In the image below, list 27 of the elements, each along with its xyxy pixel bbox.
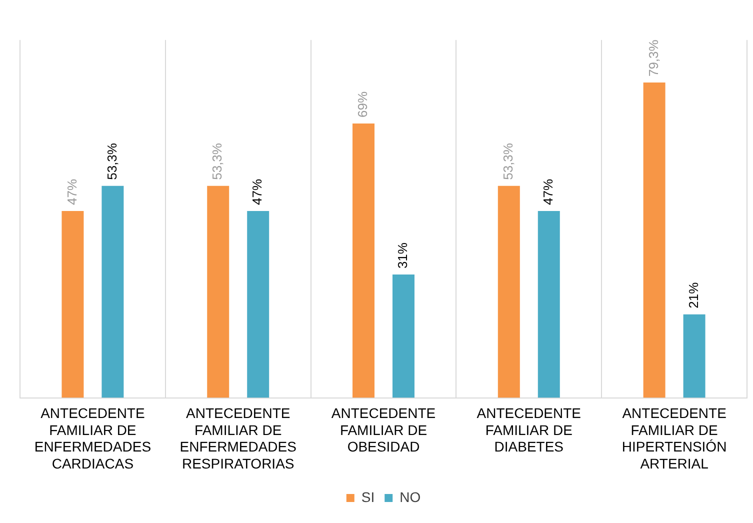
data-label: 53,3% <box>210 142 225 180</box>
x-tick-label: ANTECEDENTE FAMILIAR DE OBESIDAD <box>331 405 436 455</box>
bar <box>683 314 706 398</box>
bar <box>643 82 666 398</box>
x-tick-label: ANTECEDENTE FAMILIAR DE DIABETES <box>476 405 582 455</box>
bar <box>62 210 84 398</box>
data-label: 31% <box>395 242 410 269</box>
legend-label: SI <box>361 488 375 505</box>
bar <box>538 210 560 398</box>
bar <box>207 186 230 398</box>
data-label: 69% <box>355 91 370 118</box>
data-label: 53,3% <box>500 142 516 180</box>
bar <box>247 210 270 398</box>
data-label: 47% <box>540 178 556 205</box>
data-label: 79,3% <box>646 39 661 77</box>
data-label: 47% <box>250 178 265 205</box>
bar <box>392 274 414 398</box>
bar <box>498 186 520 398</box>
bar <box>102 186 124 398</box>
legend-label: NO <box>400 488 421 505</box>
x-tick-label: ANTECEDENTE FAMILIAR DE ENFERMEDADES CARDIACAS <box>34 405 152 472</box>
data-label: 21% <box>686 282 701 308</box>
x-tick-label: ANTECEDENTE FAMILIAR DE ENFERMEDADES RESPIRATORIAS <box>180 405 296 472</box>
data-label: 53,3% <box>104 142 120 180</box>
data-label: 47% <box>64 178 80 205</box>
bar <box>352 123 375 398</box>
x-tick-label: ANTECEDENTE FAMILIAR DE HIPERTENSIÓN ARTERIAL <box>622 405 727 472</box>
